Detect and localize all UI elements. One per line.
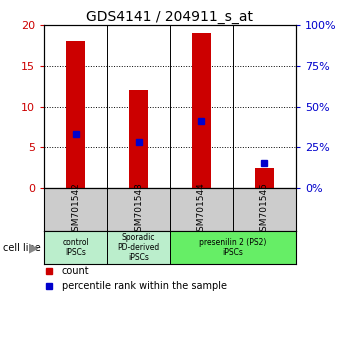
Text: ▶: ▶: [29, 241, 38, 254]
Bar: [44, 232, 107, 264]
Bar: [192, 33, 211, 188]
Bar: [170, 188, 233, 232]
Text: GSM701545: GSM701545: [260, 182, 269, 237]
Text: percentile rank within the sample: percentile rank within the sample: [62, 281, 227, 291]
Text: GSM701543: GSM701543: [134, 182, 143, 237]
Bar: [107, 232, 170, 264]
Text: control
IPSCs: control IPSCs: [62, 238, 89, 257]
Bar: [44, 188, 107, 232]
Bar: [233, 188, 296, 232]
Bar: [255, 168, 274, 188]
Bar: [170, 232, 296, 264]
Text: cell line: cell line: [3, 242, 41, 252]
Bar: [66, 41, 85, 188]
Text: Sporadic
PD-derived
iPSCs: Sporadic PD-derived iPSCs: [117, 233, 160, 262]
Text: count: count: [62, 266, 89, 276]
Text: GSM701542: GSM701542: [71, 183, 80, 237]
Bar: [129, 90, 148, 188]
Text: GSM701544: GSM701544: [197, 183, 206, 237]
Bar: [107, 188, 170, 232]
Title: GDS4141 / 204911_s_at: GDS4141 / 204911_s_at: [86, 10, 254, 24]
Text: presenilin 2 (PS2)
iPSCs: presenilin 2 (PS2) iPSCs: [199, 238, 267, 257]
